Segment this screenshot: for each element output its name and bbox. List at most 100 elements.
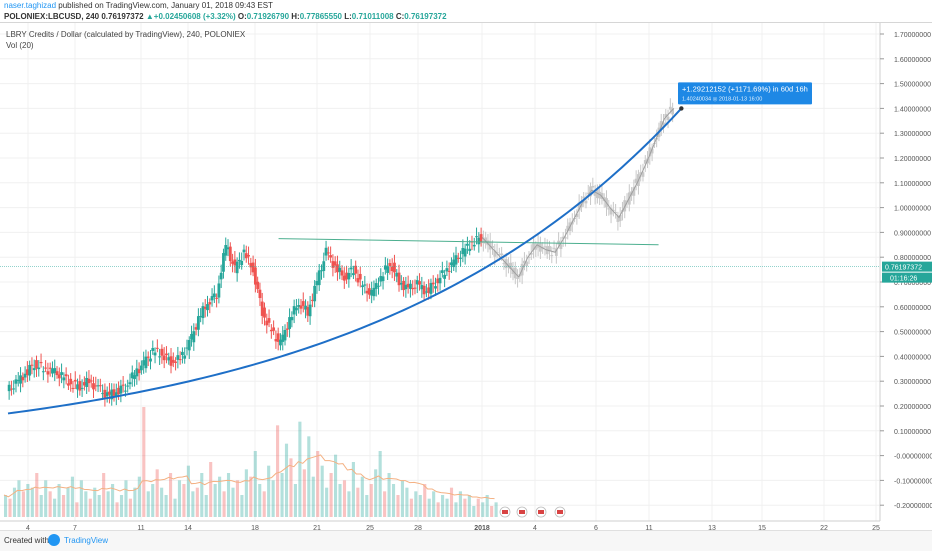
candle-body <box>114 392 118 397</box>
candle-body <box>561 236 565 239</box>
y-tick-label: 0.10000000 <box>894 429 931 436</box>
candle-body <box>21 376 25 381</box>
candle-body <box>32 368 36 371</box>
volume-bar <box>160 487 164 517</box>
candle-body <box>390 266 394 272</box>
candle-body <box>634 178 638 183</box>
candle-body <box>365 290 369 294</box>
candle-body <box>105 392 109 397</box>
volume-bar <box>226 473 231 517</box>
candle-body <box>290 317 294 321</box>
high-value: 0.77865550 <box>299 12 342 21</box>
candle-body <box>404 284 408 290</box>
candle-body <box>529 252 533 255</box>
candle-body <box>326 252 330 254</box>
volume-bar <box>427 498 431 517</box>
candle-body <box>452 259 456 268</box>
volume-bar <box>39 495 43 517</box>
candle-body <box>146 356 150 358</box>
volume-bar <box>253 451 257 517</box>
volume-bar <box>53 498 57 517</box>
open-value: 0.71926790 <box>246 12 290 21</box>
candle-body <box>60 372 63 375</box>
volume-bar <box>102 473 106 517</box>
event-flag-mark <box>519 510 525 514</box>
volume-bar <box>177 480 182 517</box>
candle-body <box>279 339 282 346</box>
candle-body <box>639 172 643 175</box>
candle-body <box>260 301 264 316</box>
volume-bar <box>342 480 347 517</box>
volume-bar <box>142 407 146 517</box>
low-value: 0.71011008 <box>351 12 394 21</box>
volume-bar <box>383 491 387 517</box>
x-tick-label: 4 <box>26 525 30 531</box>
candle-body <box>64 374 68 377</box>
candle-body <box>377 285 380 287</box>
candle-body <box>429 282 433 294</box>
candle-body <box>363 284 367 286</box>
candle-body <box>406 283 410 288</box>
open-label: O: <box>237 12 247 21</box>
candle-body <box>244 253 248 259</box>
volume-bar <box>432 491 436 517</box>
candle-body <box>310 299 314 301</box>
volume-bar <box>204 495 208 517</box>
footer-created: Created with <box>4 536 49 545</box>
close-value: 0.76197372 <box>404 12 447 21</box>
candle-body <box>331 261 335 268</box>
chart-area[interactable]: 1.70000000 1.60000000 1.50000000 1.40000000… <box>0 22 932 531</box>
price-marker-label: 0.76197372 <box>885 265 922 272</box>
candle-body <box>283 329 287 341</box>
candle-body <box>133 375 136 380</box>
x-tick-label: 6 <box>594 525 598 531</box>
candle-body <box>297 305 301 308</box>
candle-body <box>395 272 399 277</box>
candle-body <box>119 385 123 394</box>
candle-body <box>491 245 494 248</box>
candle-body <box>664 113 668 118</box>
candle-body <box>315 281 319 286</box>
candle-body <box>393 262 396 273</box>
volume-bar <box>351 462 355 517</box>
volume-bar <box>231 487 235 517</box>
publish-info: published on TradingView.com, January 01… <box>56 1 273 10</box>
author-link[interactable]: naser.taghizad <box>4 1 57 10</box>
volume-bar <box>84 491 88 517</box>
candle-body <box>41 371 45 373</box>
candle-body <box>525 261 529 267</box>
candle-body <box>242 249 246 253</box>
countdown-label: 01:16:26 <box>890 276 917 283</box>
x-tick-label: 13 <box>708 525 716 531</box>
event-flag-mark <box>557 510 563 514</box>
candle-body <box>493 250 497 257</box>
candle-body <box>199 315 203 317</box>
volume-bar <box>449 487 454 517</box>
support-curve <box>7 107 683 415</box>
candle-body <box>258 289 262 299</box>
volume-bar <box>209 462 213 517</box>
candle-body <box>139 365 143 371</box>
candle-body <box>554 248 558 256</box>
candle-body <box>559 244 563 250</box>
price-chart[interactable]: 1.70000000 1.60000000 1.50000000 1.40000000… <box>0 23 932 531</box>
volume-bar <box>289 458 293 517</box>
x-tick-label: 22 <box>820 525 828 531</box>
y-tick-label: 0.30000000 <box>894 379 931 386</box>
volume-bar <box>320 465 324 517</box>
y-tick-label: 1.60000000 <box>894 57 931 64</box>
candle-body <box>333 261 337 266</box>
footer-brand[interactable]: TradingView <box>64 536 109 545</box>
candle-body <box>203 306 207 309</box>
candle-body <box>274 339 278 342</box>
volume-bar <box>472 506 476 517</box>
candle-body <box>89 380 93 382</box>
projection-box <box>678 82 812 105</box>
volume-bar <box>258 484 262 517</box>
candle-body <box>69 378 73 385</box>
candle-body <box>253 267 257 285</box>
candle-body <box>30 364 34 366</box>
volume-bar <box>115 502 119 517</box>
volume-bar <box>445 498 449 517</box>
candle-body <box>422 285 426 295</box>
